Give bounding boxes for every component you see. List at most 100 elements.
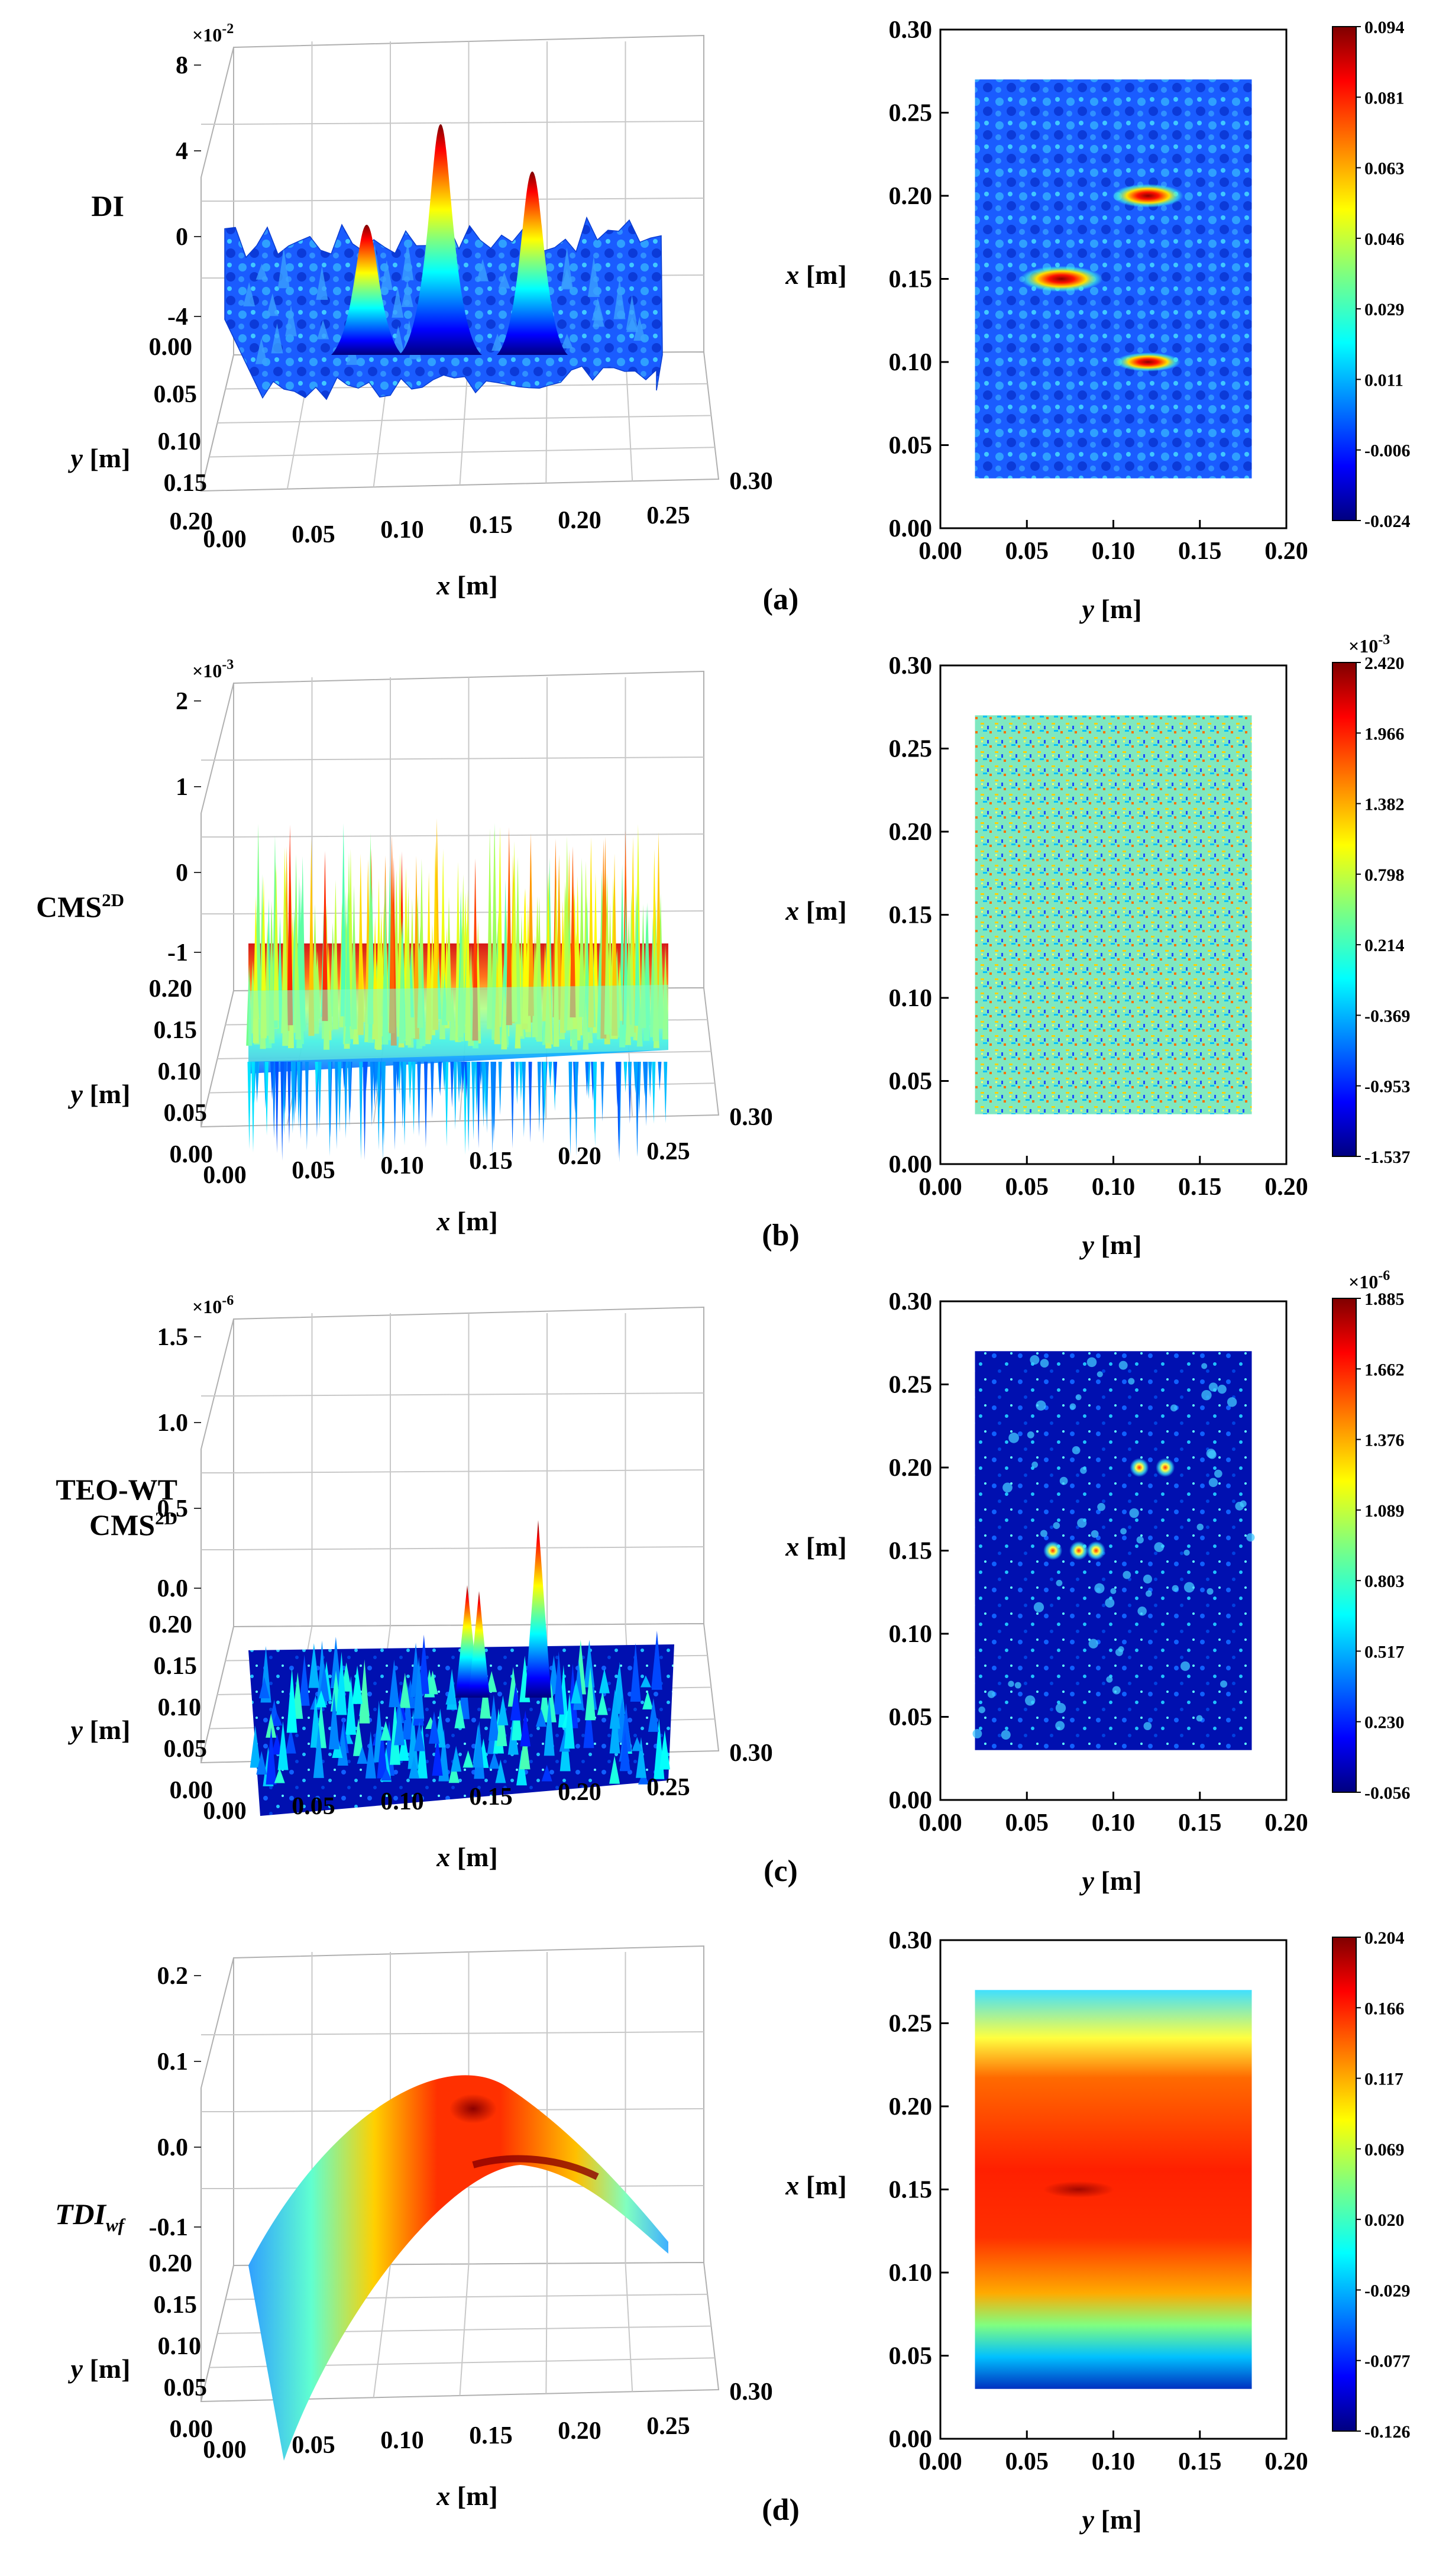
noise-speck [1091,1530,1099,1538]
surface-peak [331,225,402,355]
surface-x-tick: 0.05 [292,2432,335,2459]
surface-x-tick: 0.00 [203,1162,247,1189]
damage-hotspot [1130,1458,1149,1477]
surface-spike [519,1728,531,1770]
surface-spike [553,1651,564,1715]
heatmap-plot: 0.00 0.05 0.10 0.15 0.20 0.25 0.30 0.00 0.05 0.10… [785,17,1410,624]
heatmap-y-tick-label: 0.05 [889,432,933,460]
noise-speck [1053,1522,1060,1529]
heatmap-y-tick-label: 0.10 [889,1621,933,1648]
noise-speck [1002,1482,1013,1493]
surface-spike-down [359,1062,363,1159]
surface-x-tick: 0.10 [380,1788,424,1815]
surface-spike-down [396,1062,400,1092]
surface-spike-down [442,1062,447,1092]
surface-y-tick: 0.10 [158,1694,202,1721]
damage-hotspot [1069,1541,1088,1560]
surface-mesh [246,818,668,1162]
surface-spike [564,836,570,1031]
surface-spike [609,1756,620,1784]
surface-spike [597,1692,608,1715]
surface-spike-down [370,1062,374,1127]
surface-y-label: y [m] [68,1079,131,1109]
noise-speck [1056,1579,1063,1586]
surface-spike [539,1677,550,1722]
surface-spike [256,1751,267,1775]
colorbar-tick-label: 0.803 [1364,1572,1405,1591]
surface-spike-down [417,1062,421,1137]
heatmap-y-tick-label: 0.30 [889,17,933,44]
noise-speck [1235,1501,1244,1511]
surface-y-tick: 0.00 [170,1777,214,1804]
colorbar-tick-label: -1.537 [1364,1148,1411,1167]
surface-spike-down [287,1062,291,1144]
grid-line [233,757,704,761]
surface-spike-down [648,1062,652,1098]
surface-spike [473,1732,484,1768]
surface-peak [525,1520,551,1698]
heatmap-y-tick-label: 0.25 [889,100,933,127]
z-tick-label: 1.5 [157,1324,189,1351]
z-tick-label: 0 [176,224,188,251]
surface-spike [626,317,638,332]
z-axis-label: TEO-WT [56,1473,177,1506]
surface-spike [587,256,600,298]
damage-hotspot [1043,1541,1063,1560]
surface-y-tick: 0.15 [154,2291,198,2319]
z-scale-label: ×10-6 [192,1293,234,1317]
surface-spike [352,1718,364,1756]
surface-spike [414,1721,425,1751]
surface-x-tick: 0.15 [469,512,513,539]
surface-spike-down [275,1062,279,1153]
surface-spike [399,1673,410,1708]
surface-spike [495,1759,506,1783]
surface-spike [266,1714,277,1738]
surface-spike-down [461,1062,465,1094]
surface-spike [599,1668,610,1693]
surface-spike-down [477,1062,481,1149]
surface-spike [317,319,329,340]
noise-speck [1172,1585,1179,1592]
surface-spike-down [296,1062,300,1129]
heatmap-x-tick-label: 0.15 [1178,1809,1222,1837]
damage-hotspot [1115,353,1180,371]
noise-speck [1214,1469,1222,1478]
colorbar-tick-label: 0.020 [1364,2210,1405,2230]
surface-spike-down [543,1062,547,1124]
surface-spike [266,293,279,316]
surface-y-tick: 0.20 [149,2250,193,2277]
surface-spike-down [393,1062,397,1150]
surface-spike-down [664,1062,668,1123]
noise-speck [1207,1588,1214,1595]
heatmap-x-tick-label: 0.10 [1092,1174,1136,1201]
z-tick-label: 0.5 [157,1495,189,1523]
heatmap-x-tick-label: 0.20 [1264,2448,1308,2475]
noise-speck [1115,1648,1123,1656]
surface-spike-down [272,1062,276,1139]
surface-spike [274,1767,285,1783]
colorbar-tick-label: -0.369 [1364,1006,1411,1026]
surface-spike [336,1651,347,1715]
surface-y-tick: 0.00 [149,334,193,361]
heatmap-y-label: x [m] [785,1531,846,1562]
surface-spike [626,295,638,330]
surface-spike [308,1643,319,1688]
panel-label: (d) [762,2493,800,2527]
heatmap-x-label: y [m] [1079,594,1142,624]
surface-y-tick: 0.05 [154,381,198,408]
surface-spike [328,1691,339,1750]
noise-speck [1069,1403,1076,1410]
grid-line [233,1392,704,1397]
surface-spike-down [593,1062,597,1147]
surface-x-tick: 0.05 [292,521,335,548]
noise-speck [1201,1389,1212,1401]
surface-spike-down [623,1062,628,1093]
noise-speck [1088,1638,1098,1649]
surface-x-tick: 0.15 [469,1783,513,1811]
surface-spike [659,1730,670,1770]
surface-spike [497,1695,509,1725]
heatmap-y-tick-label: 0.20 [889,1455,933,1482]
z-tick-label: 0.2 [157,1963,189,1990]
surface-spike [287,825,293,1026]
noise-speck [1027,1431,1034,1439]
